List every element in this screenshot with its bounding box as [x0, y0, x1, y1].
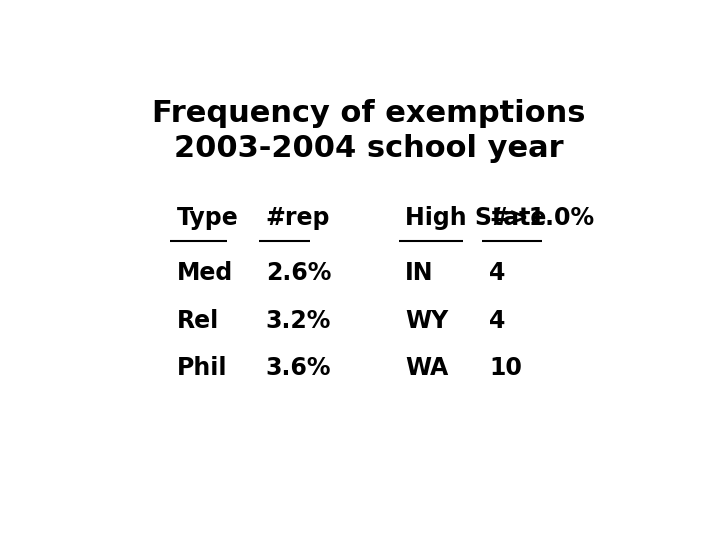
Text: #>1.0%: #>1.0% [489, 206, 594, 230]
Text: WY: WY [405, 308, 449, 333]
Text: Med: Med [176, 261, 233, 285]
Text: Rel: Rel [176, 308, 219, 333]
Text: #rep: #rep [266, 206, 330, 230]
Text: IN: IN [405, 261, 433, 285]
Text: 4: 4 [489, 261, 505, 285]
Text: 4: 4 [489, 308, 505, 333]
Text: Frequency of exemptions
2003-2004 school year: Frequency of exemptions 2003-2004 school… [152, 99, 586, 163]
Text: Type: Type [176, 206, 238, 230]
Text: Phil: Phil [176, 356, 227, 380]
Text: 2.6%: 2.6% [266, 261, 331, 285]
Text: High State: High State [405, 206, 546, 230]
Text: 3.6%: 3.6% [266, 356, 331, 380]
Text: WA: WA [405, 356, 449, 380]
Text: 3.2%: 3.2% [266, 308, 331, 333]
Text: 10: 10 [489, 356, 522, 380]
